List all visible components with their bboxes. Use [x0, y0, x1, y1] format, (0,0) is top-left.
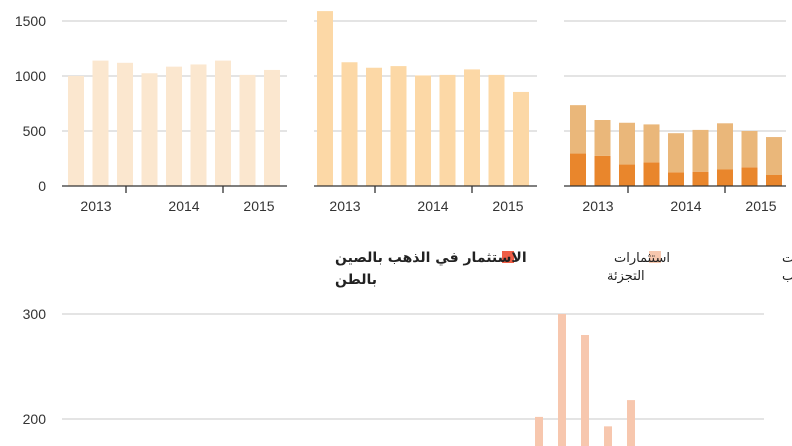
bar-bottom-segment [668, 172, 684, 186]
legend-jewelry-label-line1: استهلاك المجوهرات [782, 251, 792, 266]
bar [190, 64, 207, 186]
bar [535, 416, 543, 446]
x-tick-label: 2014 [670, 198, 701, 214]
bar-bottom-segment [570, 153, 586, 186]
bar [415, 75, 431, 186]
bar [141, 73, 158, 186]
legend-retail-label-line2: التجزئة [607, 269, 645, 284]
bar [317, 11, 333, 186]
bar-bottom-segment [741, 167, 758, 186]
y-tick-label: 1500 [15, 13, 46, 29]
bar [390, 66, 407, 186]
bar [215, 60, 231, 186]
bar-top-segment [570, 105, 586, 154]
y-tick-label: 0 [38, 178, 46, 194]
bar [117, 62, 133, 186]
bar-bottom-segment [692, 171, 709, 186]
x-tick-label: 2014 [417, 198, 448, 214]
bottom-chart: الاستثمار في الذهب بالصين بالطن 200 300 [23, 250, 764, 446]
bar [488, 74, 505, 186]
bar [439, 74, 456, 186]
x-tick-label: 2013 [582, 198, 613, 214]
bar-top-segment [692, 129, 709, 172]
bar-bottom-segment [717, 169, 733, 186]
bar [581, 335, 589, 446]
bar [264, 69, 280, 186]
x-tick-label: 2015 [745, 198, 776, 214]
bar-top-segment [741, 131, 758, 168]
bar-top-segment [643, 124, 660, 163]
bar-top-segment [766, 137, 782, 175]
bar [239, 74, 256, 186]
legend-jewelry-label-line2: من الذهب [782, 269, 792, 284]
bar [627, 400, 635, 446]
bar-bottom-segment [643, 162, 660, 186]
bar [341, 62, 358, 186]
x-tick-label: 2015 [243, 198, 274, 214]
legend-retail-label-line1: استثمارات [614, 251, 670, 266]
y-tick-label: 500 [23, 123, 47, 139]
bar [366, 67, 382, 186]
legend: استهلاك المجوهرات من الذهب استثمارات الت… [502, 251, 792, 284]
bar-bottom-segment [766, 175, 782, 186]
bar-top-segment [717, 123, 733, 170]
bar [604, 426, 612, 446]
x-tick-label: 2014 [168, 198, 199, 214]
x-tick-label: 2013 [80, 198, 111, 214]
y-tick-label: 200 [23, 411, 47, 427]
top-charts: 0 500 1000 1500 2013 2014 2015 2013 2014 2015 2013… [15, 11, 786, 214]
bar [464, 69, 480, 186]
bar [513, 91, 529, 186]
legend-jewelry-swatch [649, 251, 661, 263]
bar-top-segment [668, 133, 684, 173]
y-tick-label: 300 [23, 306, 47, 322]
bottom-chart-title-line1: الاستثمار في الذهب بالصين [335, 250, 527, 266]
bottom-chart-plot: 200 300 [23, 306, 764, 446]
bar [166, 66, 182, 186]
bar [558, 314, 566, 446]
x-tick-label: 2013 [329, 198, 360, 214]
bar-top-segment [594, 120, 611, 156]
bar-bottom-segment [594, 155, 611, 186]
y-tick-label: 1000 [15, 68, 46, 84]
bottom-chart-title-line2: بالطن [335, 272, 377, 288]
bar-top-segment [619, 122, 635, 165]
x-tick-label: 2015 [492, 198, 523, 214]
legend-retail-swatch [502, 251, 514, 263]
bar-bottom-segment [619, 164, 635, 186]
bar [68, 76, 84, 186]
bar [92, 60, 109, 186]
